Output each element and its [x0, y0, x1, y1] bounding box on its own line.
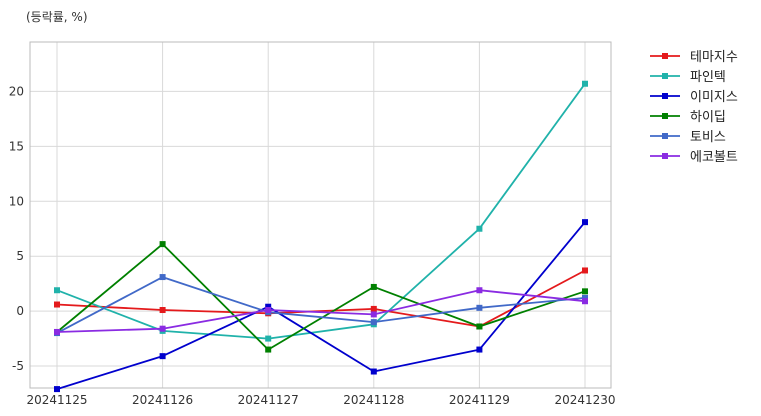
unit-label: (등락률, %) [26, 10, 88, 24]
x-tick-label: 20241230 [554, 393, 615, 407]
x-tick-label: 20241126 [132, 393, 193, 407]
legend-item: 파인텍 [650, 70, 726, 85]
series-line [56, 276, 586, 334]
legend-label: 하이딥 [690, 110, 726, 125]
data-point [159, 325, 166, 332]
data-point [54, 301, 60, 308]
series-3 [54, 219, 588, 393]
series-6 [54, 287, 588, 335]
series-line [56, 243, 586, 351]
data-point [265, 303, 272, 310]
data-point [159, 307, 166, 314]
data-point [54, 328, 60, 335]
data-point [476, 304, 483, 311]
legend-item: 테마지수 [650, 50, 738, 65]
x-tick-label: 20241129 [449, 393, 510, 407]
data-point [370, 319, 377, 326]
legend-marker [662, 133, 668, 139]
x-tick-label: 20241128 [343, 393, 404, 407]
y-tick-label: 15 [9, 139, 24, 153]
data-point [159, 274, 166, 281]
y-axis-ticks: -5 0 5 10 15 20 [9, 84, 24, 373]
y-tick-label: 20 [9, 84, 24, 98]
data-point [582, 267, 588, 274]
data-point [476, 323, 483, 330]
data-point [54, 287, 60, 294]
legend-marker [662, 113, 668, 119]
legend-label: 파인텍 [690, 70, 726, 85]
data-point [265, 335, 272, 342]
data-point [370, 305, 377, 312]
legend-label: 토비스 [690, 130, 726, 145]
series-line [56, 269, 586, 328]
data-point [370, 368, 377, 375]
series-line [56, 83, 586, 340]
legend-item: 하이딥 [650, 110, 726, 125]
data-point [265, 346, 272, 353]
data-point [582, 298, 588, 305]
x-tick-label: 20241125 [26, 393, 87, 407]
legend-label: 이미지스 [690, 90, 738, 105]
data-point [582, 219, 588, 226]
data-point [54, 386, 60, 393]
legend-label: 에코볼트 [690, 150, 738, 165]
data-point [159, 353, 166, 360]
series-layer [54, 80, 588, 393]
data-point [476, 346, 483, 353]
data-point [265, 307, 272, 314]
grid-layer [30, 42, 611, 388]
data-point [159, 241, 166, 248]
y-tick-label: 5 [16, 249, 24, 263]
data-point [370, 311, 377, 318]
legend-marker [662, 53, 668, 59]
legend-item: 토비스 [650, 130, 726, 145]
legend-marker [662, 153, 668, 159]
data-point [476, 225, 483, 232]
legend-item: 에코볼트 [650, 150, 738, 165]
x-tick-label: 20241127 [238, 393, 299, 407]
plot-frame [29, 41, 612, 389]
y-tick-label: 10 [9, 194, 24, 208]
legend-label: 테마지수 [690, 50, 738, 65]
plot-area [30, 42, 611, 388]
data-point [370, 283, 377, 290]
data-point [582, 80, 588, 87]
y-tick-label: -5 [12, 359, 24, 373]
x-axis-ticks: 20241125 20241126 20241127 20241128 20241129… [26, 393, 615, 407]
series-line [56, 221, 586, 390]
y-tick-label: 0 [16, 304, 24, 318]
legend-marker [662, 93, 668, 99]
series-line [56, 289, 586, 333]
data-point [582, 288, 588, 295]
data-point [476, 287, 483, 294]
legend-marker [662, 73, 668, 79]
legend-item: 이미지스 [650, 90, 738, 105]
data-point [582, 294, 588, 301]
